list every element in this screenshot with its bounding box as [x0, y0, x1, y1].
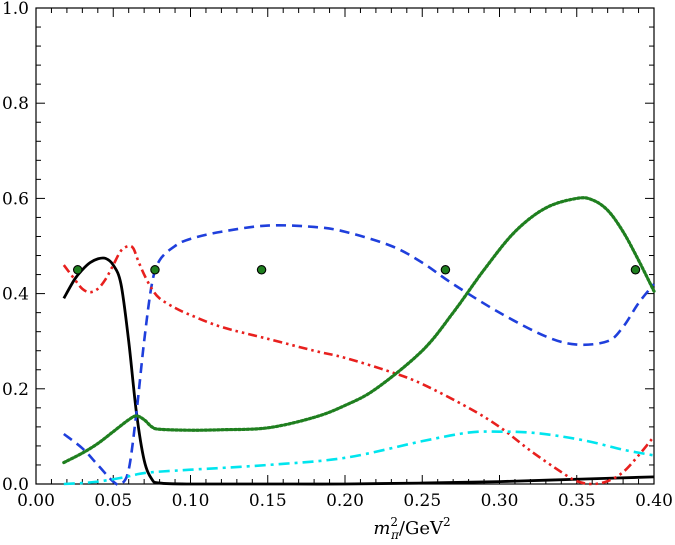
data-point — [440, 265, 451, 275]
y-tick-label: 0.4 — [2, 285, 29, 305]
y-tick-label: 0.8 — [2, 94, 29, 114]
x-tick-label: 0.30 — [481, 491, 519, 511]
y-tick-label: 1.0 — [2, 0, 29, 19]
y-tick-label: 0.6 — [2, 189, 29, 209]
x-tick-label: 0.40 — [635, 491, 673, 511]
x-tick-label: 0.25 — [403, 491, 441, 511]
y-tick-label: 0.0 — [2, 475, 29, 495]
plot-border — [35, 7, 655, 485]
series-line-3 — [62, 244, 656, 486]
x-tick-label: 0.15 — [249, 491, 287, 511]
plot-frame — [35, 7, 655, 485]
series-line-1 — [62, 256, 655, 486]
x-tick-label: 0.10 — [172, 491, 210, 511]
x-tick-label: 0.35 — [558, 491, 596, 511]
points-layer — [72, 265, 641, 275]
axis-ticks — [35, 7, 655, 485]
data-point — [150, 265, 160, 275]
series-layer — [62, 196, 656, 487]
y-tick-label: 0.2 — [2, 380, 29, 400]
data-point — [630, 265, 641, 275]
series-line-5 — [63, 430, 655, 486]
x-tick-label: 0.00 — [17, 491, 55, 511]
x-tick-label: 0.20 — [326, 491, 364, 511]
x-tick-label: 0.05 — [94, 491, 132, 511]
series-line-4 — [62, 196, 656, 465]
x-axis-label: m2 π/GeV2 — [373, 515, 450, 542]
data-point — [72, 265, 83, 275]
data-point — [256, 265, 267, 275]
tick-labels: 0.00 0.05 0.10 0.15 0.20 0.25 0.30 0.35 0.40 0.0 0… — [2, 0, 673, 511]
series-line-2 — [63, 223, 656, 487]
